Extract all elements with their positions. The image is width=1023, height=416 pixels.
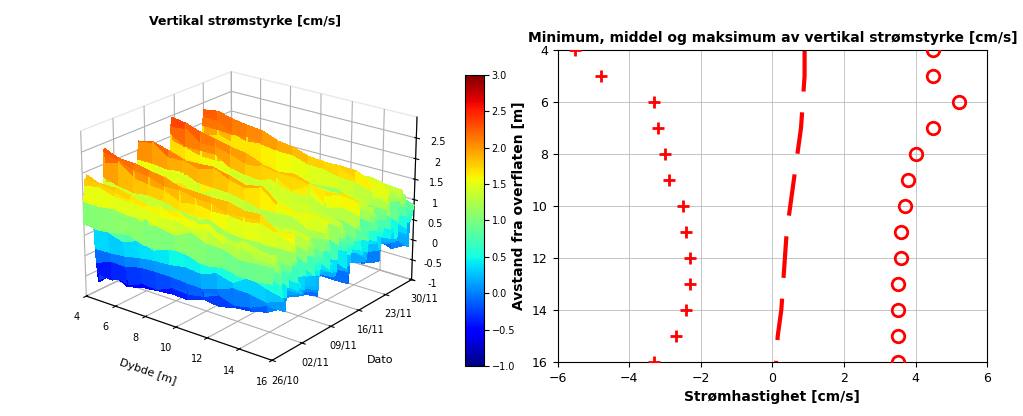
- X-axis label: Dybde [m]: Dybde [m]: [118, 358, 177, 387]
- Title: Minimum, middel og maksimum av vertikal strømstyrke [cm/s]: Minimum, middel og maksimum av vertikal …: [528, 31, 1017, 45]
- Title: Vertikal strømstyrke [cm/s]: Vertikal strømstyrke [cm/s]: [149, 15, 342, 28]
- X-axis label: Strømhastighet [cm/s]: Strømhastighet [cm/s]: [684, 390, 860, 404]
- Y-axis label: Avstand fra overflaten [m]: Avstand fra overflaten [m]: [513, 102, 527, 310]
- Y-axis label: Dato: Dato: [367, 354, 394, 364]
